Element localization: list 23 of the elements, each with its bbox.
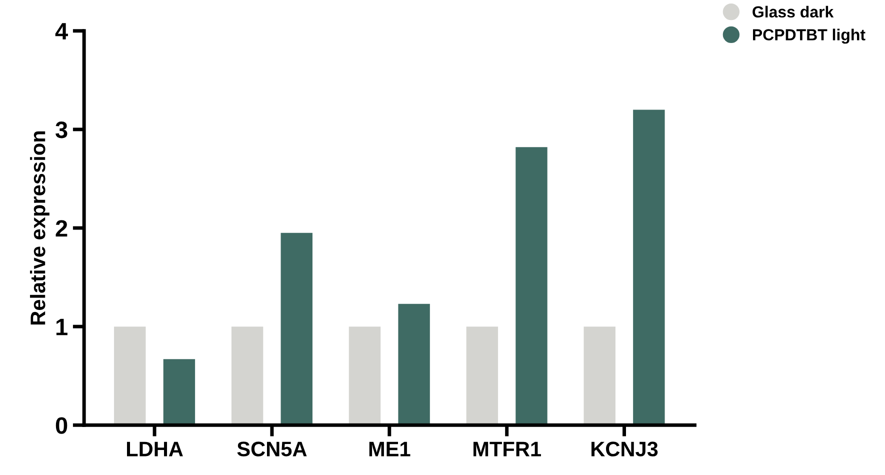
bar — [348, 326, 381, 426]
y-tick-label: 1 — [56, 318, 68, 336]
bar — [114, 326, 146, 426]
y-tick-label: 2 — [56, 220, 68, 237]
bar — [633, 110, 665, 426]
bar — [280, 232, 312, 426]
legend-label: PCPDTBT light — [753, 28, 866, 44]
y-axis-title: Relative expression — [30, 131, 50, 324]
x-tick-label: LDHA — [126, 442, 183, 456]
bar — [163, 359, 196, 426]
bar — [516, 147, 548, 426]
y-tick-label: 4 — [55, 23, 68, 40]
x-tick-label: MTFR1 — [474, 442, 541, 456]
y-tick-label: 3 — [56, 122, 68, 138]
x-tick-label: ME1 — [369, 442, 410, 456]
bar — [584, 326, 616, 426]
legend-label: Glass dark — [752, 6, 834, 18]
bar — [231, 326, 264, 426]
bar — [466, 326, 498, 426]
y-tick-label: 0 — [56, 417, 68, 434]
bar — [398, 304, 430, 426]
x-tick-label: KCNJ3 — [592, 442, 658, 456]
x-tick-label: SCN5A — [237, 442, 307, 456]
